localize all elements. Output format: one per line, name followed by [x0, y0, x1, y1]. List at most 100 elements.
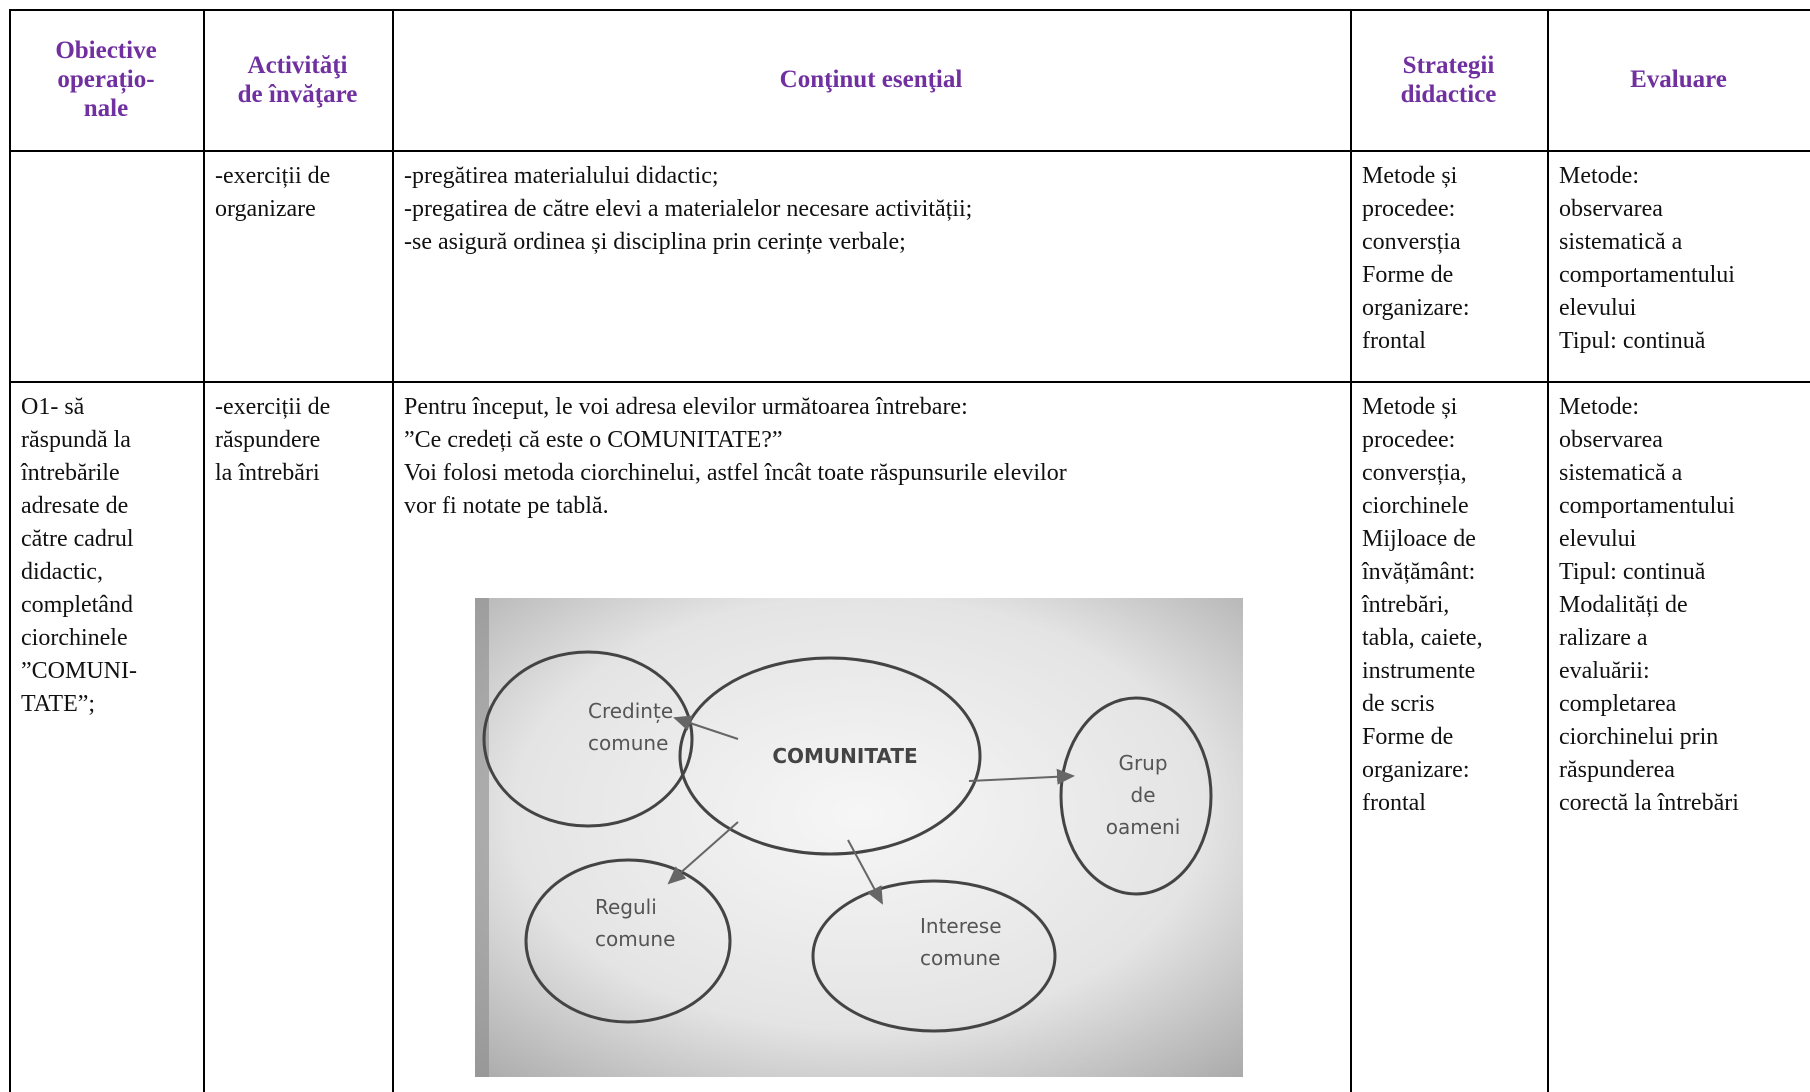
table-cell: Metode și procedee: conversția Forme de orga… — [1350, 150, 1547, 381]
header-cell: Evaluare — [1547, 9, 1810, 150]
header-cell: Activităţi de învăţare — [203, 9, 392, 150]
cell-line: ”COMUNI- — [21, 658, 137, 684]
cell-line: observarea — [1559, 427, 1663, 453]
cell-line: Obiective — [55, 37, 157, 64]
arrow — [667, 821, 739, 885]
cell-line: organizare: — [1362, 295, 1470, 321]
cell-line: ciorchinelui prin — [1559, 724, 1719, 750]
cell-line: Modalități de — [1559, 592, 1688, 618]
table-border — [1350, 9, 1352, 1092]
ciorchine-diagram: COMUNITATE Credințe comune Grup de oameni Reg… — [475, 598, 1243, 1077]
cell-line: frontal — [1362, 328, 1426, 354]
cell-line: observarea — [1559, 196, 1663, 222]
table-cell: Pentru început, le voi adresa elevilor u… — [392, 381, 1350, 1092]
cell-line: -se asigură ordinea și disciplina prin c… — [404, 229, 906, 255]
cell-line: răspundă la — [21, 427, 131, 453]
arrow — [968, 768, 1075, 785]
cell-line: ciorchinele — [21, 625, 128, 651]
header-cell: Obiective operațio-nale — [9, 9, 203, 150]
cell-line: nale — [83, 95, 129, 122]
cell-line: instrumente — [1362, 658, 1476, 684]
cell-line: corectă la întrebări — [1559, 790, 1739, 816]
table-cell: -exerciții de răspundere la întrebări — [203, 381, 392, 1092]
node-ellipse — [482, 650, 694, 828]
cell-line: completând — [21, 592, 133, 618]
cell-line: sistematică a — [1559, 460, 1683, 486]
cell-line: -exerciții de — [215, 163, 331, 189]
table-border — [9, 9, 1810, 11]
cell-line: didactic, — [21, 559, 103, 585]
cell-line: de învăţare — [237, 80, 358, 108]
cell-line: elevului — [1559, 526, 1637, 552]
cell-line: la întrebări — [215, 460, 320, 486]
cell-line: Conţinut esenţial — [779, 66, 963, 93]
cell-line: organizare — [215, 196, 316, 222]
cell-line: organizare: — [1362, 757, 1470, 783]
header-cell: Strategii didactice — [1350, 9, 1547, 150]
cell-line: -pregatirea de către elevi a materialelo… — [404, 196, 973, 222]
node-ellipse — [524, 858, 732, 1024]
table-cell: Metode: observarea sistematică a comportame… — [1547, 150, 1810, 381]
node-label: Reguli — [595, 895, 657, 919]
table-border — [1547, 9, 1549, 1092]
cell-line: întrebări, — [1362, 592, 1450, 618]
node-ellipse — [1059, 696, 1213, 896]
table-cell: Metode și procedee: conversția, ciorchinele… — [1350, 381, 1547, 1092]
table-border — [9, 9, 11, 1092]
cell-line: învățământ: — [1362, 559, 1476, 585]
cell-line: Tipul: continuă — [1559, 559, 1706, 585]
cell-line: -pregătirea materialului didactic; — [404, 163, 719, 189]
center-label: COMUNITATE — [772, 744, 917, 768]
node-label: comune — [595, 927, 675, 951]
cell-line: conversția — [1362, 229, 1461, 255]
cell-line: răspunderea — [1559, 757, 1675, 783]
cell-line: ”Ce credeți că este o COMUNITATE?” — [404, 427, 783, 453]
header-cell: Conţinut esenţial — [392, 9, 1350, 150]
node-label: Interese — [920, 914, 1002, 938]
cell-line: frontal — [1362, 790, 1426, 816]
node-label: Credințe — [588, 699, 673, 723]
cell-line: adresate de — [21, 493, 129, 519]
table-cell: Metode: observarea sistematică a comportame… — [1547, 381, 1810, 1092]
cell-line: tabla, caiete, — [1362, 625, 1483, 651]
table-border — [9, 381, 1810, 383]
cell-line: procedee: — [1362, 196, 1456, 222]
cell-line: Pentru început, le voi adresa elevilor u… — [404, 394, 968, 420]
cell-line: Tipul: continuă — [1559, 328, 1706, 354]
cell-line: Strategii — [1402, 51, 1495, 79]
cell-line: Forme de — [1362, 262, 1454, 288]
cell-line: Evaluare — [1630, 66, 1727, 93]
cell-line: operațio- — [57, 66, 155, 93]
cell-line: către cadrul — [21, 526, 134, 552]
cell-line: întrebările — [21, 460, 120, 486]
cell-line: răspundere — [215, 427, 321, 453]
node-label: Grup — [1118, 751, 1167, 775]
cell-line: Voi folosi metoda ciorchinelui, astfel î… — [404, 460, 1067, 486]
cell-line: completarea — [1559, 691, 1677, 717]
center-ellipse — [678, 656, 982, 856]
cell-line: de scris — [1362, 691, 1435, 717]
cell-line: O1- să — [21, 394, 85, 420]
cell-line: Metode: — [1559, 394, 1639, 420]
table-cell — [9, 150, 203, 381]
photo-edge — [475, 598, 489, 1077]
table-cell: -pregătirea materialului didactic; -prega… — [392, 150, 1350, 381]
node-label: comune — [588, 731, 668, 755]
table-border — [203, 9, 205, 1092]
arrow — [847, 839, 883, 905]
cell-line: conversția, — [1362, 460, 1467, 486]
cell-line: TATE”; — [21, 691, 96, 717]
cell-line: Activităţi — [247, 51, 348, 79]
arrow — [673, 715, 739, 740]
node-label: comune — [920, 946, 1000, 970]
cell-line: Mijloace de — [1362, 526, 1476, 552]
cell-line: elevului — [1559, 295, 1637, 321]
cell-line: ralizare a — [1559, 625, 1648, 651]
table-cell: O1- să răspundă la întrebările adresate de c… — [9, 381, 203, 1092]
node-ellipse — [811, 879, 1057, 1033]
cell-line: vor fi notate pe tablă. — [404, 493, 609, 519]
cell-line: Metode: — [1559, 163, 1639, 189]
node-label: de — [1131, 783, 1156, 807]
cell-line: evaluării: — [1559, 658, 1650, 684]
